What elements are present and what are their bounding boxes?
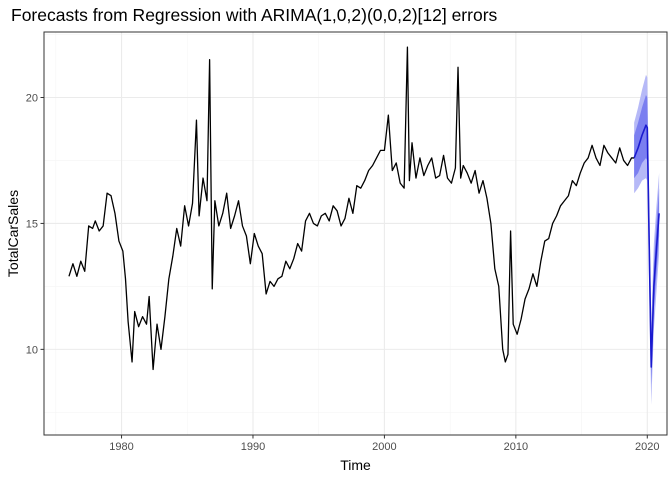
panel-border: [43, 31, 668, 436]
x-tick-label: 2000: [372, 441, 396, 453]
history-series-line: [68, 46, 635, 371]
forecast-mean-line: [633, 124, 660, 368]
grid-layer: [44, 32, 667, 435]
x-axis-label: Time: [340, 457, 371, 473]
forecast-layer: [633, 124, 660, 368]
y-tick-label: 10: [26, 344, 38, 356]
history-layer: [68, 46, 635, 371]
y-tick-label: 15: [26, 218, 38, 230]
x-tick-label: 1980: [109, 441, 133, 453]
x-tick-label: 2020: [635, 441, 659, 453]
x-tick-label: 1990: [241, 441, 265, 453]
y-tick-label: 20: [26, 92, 38, 104]
x-tick-label: 2010: [504, 441, 528, 453]
axis-layer: 1980 1990 2000 2010 2020 10 15 20: [26, 92, 660, 453]
plot-panel: [44, 32, 667, 435]
chart-title: Forecasts from Regression with ARIMA(1,0…: [11, 5, 498, 25]
y-axis-label: TotalCarSales: [5, 190, 21, 277]
